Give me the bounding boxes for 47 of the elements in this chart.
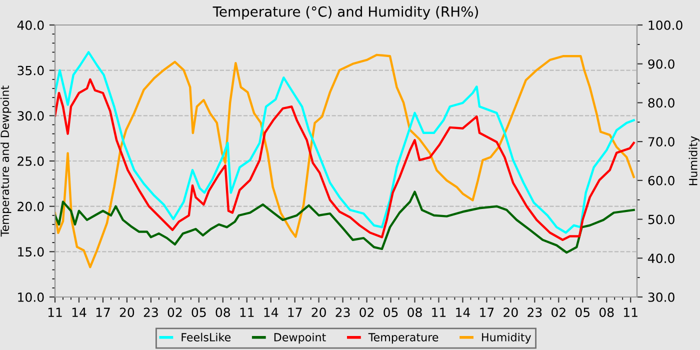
y-tick-label: 10.0 [18, 292, 44, 302]
x-tick-label: 02 [360, 308, 374, 318]
y-tick-label: 30.0 [18, 111, 44, 121]
x-tick-label: 11 [432, 308, 446, 317]
y2-axis-title: Humidity [688, 136, 700, 186]
x-tick-label: 23 [144, 308, 158, 318]
x-tick-label: 20 [120, 308, 134, 318]
y-tick-label: 20.0 [18, 202, 44, 212]
y2-tick-label: 40.0 [648, 254, 674, 264]
y-tick-label: 35.0 [18, 66, 44, 76]
x-tick-label: 14 [264, 308, 278, 317]
x-tick-label: 05 [384, 308, 398, 318]
legend-label: FeelsLike [182, 332, 231, 342]
y-axis-title: Temperature and Dewpoint [0, 86, 12, 237]
x-tick-label: 08 [216, 308, 230, 318]
x-tick-label: 11 [624, 308, 638, 317]
y2-tick-label: 50.0 [648, 214, 674, 224]
chart-title: Temperature (°C) and Humidity (RH%) [212, 6, 478, 20]
x-tick-label: 05 [576, 308, 590, 318]
x-tick-label: 02 [168, 308, 182, 318]
y2-tick-label: 100.0 [648, 20, 682, 30]
y-tick-label: 15.0 [18, 247, 44, 257]
y2-tick-label: 30.0 [648, 292, 674, 302]
x-tick-label: 08 [599, 308, 614, 318]
y2-tick-label: 70.0 [648, 137, 674, 146]
x-tick-label: 17 [288, 308, 302, 317]
legend-label: Humidity [482, 332, 532, 344]
legend-label: Dewpoint [274, 332, 326, 344]
x-tick-label: 17 [480, 308, 494, 317]
legend-label: Temperature [368, 333, 438, 344]
y2-tick-label: 60.0 [648, 176, 674, 186]
x-tick-label: 11 [240, 308, 254, 317]
y-tick-label: 25.0 [18, 156, 44, 166]
x-tick-label: 05 [192, 308, 206, 318]
x-tick-label: 23 [336, 308, 350, 318]
x-tick-label: 17 [96, 308, 110, 317]
x-tick-label: 11 [48, 308, 62, 317]
x-tick-label: 02 [552, 308, 566, 318]
x-tick-label: 14 [456, 308, 470, 317]
x-tick-label: 20 [312, 308, 326, 318]
x-tick-label: 14 [72, 308, 86, 317]
x-tick-label: 20 [504, 308, 518, 318]
y-tick-label: 40.0 [17, 20, 44, 30]
x-tick-label: 23 [528, 308, 542, 318]
x-tick-label: 08 [408, 308, 422, 318]
y2-tick-label: 90.0 [648, 59, 674, 69]
y2-tick-label: 80.0 [648, 98, 674, 108]
